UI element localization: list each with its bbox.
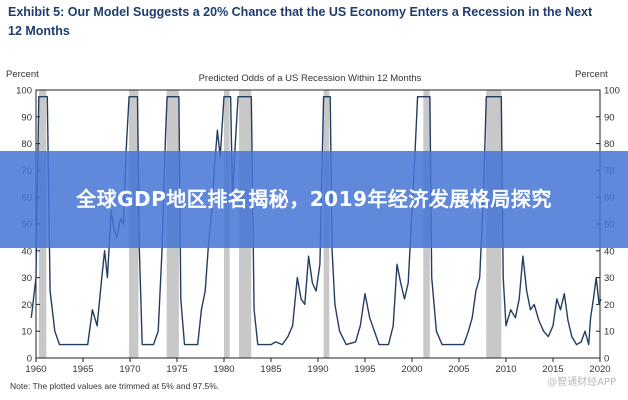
x-axis: 1960 1965 1970 1975 1980 1985 1990 1995 2000 2005…: [25, 358, 611, 375]
y-left-tick-label: 40: [21, 246, 32, 257]
y-right-tick-label: 40: [604, 246, 615, 257]
chart-footnote: Note: The plotted values are trimmed at …: [10, 381, 220, 391]
x-tick-label: 1985: [260, 364, 281, 375]
x-tick-label: 1980: [213, 364, 234, 375]
y-left-tick-label: 10: [21, 327, 32, 338]
x-tick-label: 2010: [495, 364, 516, 375]
chart-title: Predicted Odds of a US Recession Within …: [199, 73, 422, 84]
y-axis-left-label: Percent: [6, 69, 39, 80]
exhibit-title: Exhibit 5: Our Model Suggests a 20% Chan…: [8, 5, 593, 38]
y-right-tick-label: 10: [604, 327, 615, 338]
y-right-tick-label: 90: [604, 112, 615, 123]
y-right-tick-label: 100: [604, 86, 620, 97]
x-tick-label: 1990: [307, 364, 328, 375]
y-axis-right-label: Percent: [575, 69, 608, 80]
y-left-tick-label: 20: [21, 300, 32, 311]
x-tick-label: 1975: [166, 364, 187, 375]
y-right-tick-label: 20: [604, 300, 615, 311]
y-left-tick-label: 100: [16, 86, 32, 97]
y-left-tick-label: 90: [21, 112, 32, 123]
y-right-tick-label: 80: [604, 139, 615, 150]
y-right-tick-label: 30: [604, 273, 615, 284]
watermark: @智通财经APP: [547, 377, 616, 388]
headline-text: 全球GDP地区排名揭秘，2019年经济发展格局探究: [76, 187, 552, 211]
x-tick-label: 2000: [401, 364, 422, 375]
y-left-tick-label: 0: [27, 354, 32, 365]
x-tick-label: 1970: [119, 364, 140, 375]
y-left-tick-label: 30: [21, 273, 32, 284]
y-left-tick-label: 80: [21, 139, 32, 150]
x-tick-label: 1960: [25, 364, 46, 375]
x-tick-label: 2005: [448, 364, 469, 375]
x-tick-label: 1995: [354, 364, 375, 375]
x-tick-label: 2015: [542, 364, 563, 375]
x-tick-label: 2020: [589, 364, 610, 375]
x-tick-label: 1965: [72, 364, 93, 375]
headline-banner: 全球GDP地区排名揭秘，2019年经济发展格局探究: [0, 151, 628, 248]
y-right-tick-label: 0: [604, 354, 609, 365]
